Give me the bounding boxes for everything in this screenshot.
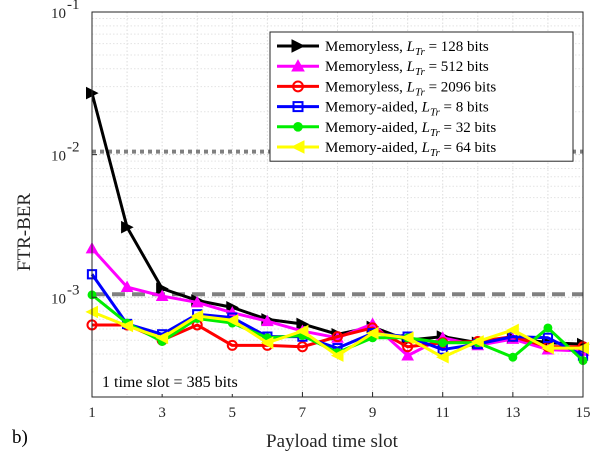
x-tick-label: 5 — [229, 405, 237, 421]
marker-triangle-up — [155, 289, 169, 301]
x-tick-label: 15 — [576, 405, 591, 421]
marker-triangle-left — [225, 313, 239, 327]
marker-square — [542, 332, 554, 343]
marker-triangle-up — [261, 314, 274, 327]
y-tick-label: 10 — [51, 291, 66, 307]
panel-label: b) — [12, 427, 28, 448]
legend-label: Memoryless, LTr = 128 bits — [325, 39, 489, 58]
legend-label: Memoryless, LTr = 2096 bits — [325, 79, 496, 98]
marker-square — [292, 101, 304, 113]
y-tick-exponent: -2 — [67, 140, 80, 156]
marker-circle — [226, 339, 238, 351]
legend-item: Memory-aided, LTr = 32 bits — [277, 120, 496, 139]
marker-triangle-left — [120, 319, 134, 333]
marker-triangle-right — [291, 39, 306, 53]
marker-triangle-left — [471, 335, 484, 348]
annotations: 1 time slot = 385 bits — [94, 368, 300, 394]
marker-triangle-left — [155, 331, 169, 345]
marker-triangle-left — [436, 350, 449, 364]
marker-circle-filled — [508, 352, 518, 362]
y-axis-label: FTR-BER — [14, 193, 35, 271]
annotation-text: 1 time slot = 385 bits — [102, 374, 238, 391]
legend-item: Memory-aided, LTr = 64 bits — [277, 140, 496, 159]
y-tick-label: 10 — [51, 149, 66, 165]
marker-circle — [296, 341, 308, 353]
legend-label: Memory-aided, LTr = 64 bits — [325, 140, 496, 159]
x-tick-label: 9 — [369, 405, 377, 421]
y-tick-exponent: -3 — [67, 282, 80, 298]
legend-label: Memory-aided, LTr = 32 bits — [325, 120, 496, 139]
marker-triangle-up — [120, 280, 134, 292]
x-axis-label: Payload time slot — [266, 431, 399, 452]
marker-triangle-up — [291, 59, 305, 72]
marker-triangle-left — [401, 331, 414, 345]
marker-triangle-left — [295, 324, 309, 338]
marker-circle — [331, 331, 344, 343]
marker-triangle-right — [121, 220, 134, 234]
legend-item: Memoryless, LTr = 2096 bits — [277, 79, 496, 98]
legend-item: Memory-aided, LTr = 8 bits — [277, 100, 489, 119]
marker-triangle-left — [290, 140, 305, 154]
marker-triangle-up — [401, 349, 414, 361]
series — [85, 86, 590, 366]
marker-circle — [292, 80, 304, 93]
legend-item: Memoryless, LTr = 512 bits — [277, 59, 489, 78]
x-tick-label: 11 — [435, 405, 449, 421]
marker-triangle-left — [365, 326, 379, 340]
plot-border — [91, 11, 584, 398]
marker-triangle-left — [260, 336, 274, 350]
marker-circle-filled — [293, 121, 303, 132]
marker-circle-filled — [438, 338, 448, 348]
y-tick-exponent: -1 — [67, 0, 80, 13]
data-series — [85, 305, 589, 364]
legend-label: Memoryless, LTr = 512 bits — [325, 59, 489, 78]
marker-triangle-left — [190, 309, 204, 323]
legend-box — [269, 31, 574, 162]
x-tick-label: 7 — [299, 405, 307, 421]
marker-triangle-left — [330, 349, 344, 362]
marker-circle-filled — [543, 323, 553, 333]
marker-triangle-left — [541, 341, 554, 355]
annotation-box — [94, 368, 300, 394]
legend-label: Memory-aided, LTr = 8 bits — [325, 100, 489, 119]
marker-triangle-left — [506, 323, 519, 337]
x-tick-label: 3 — [158, 405, 166, 421]
legend-item: Memoryless, LTr = 128 bits — [277, 39, 489, 58]
marker-triangle-up — [190, 295, 204, 308]
x-tick-label: 1 — [88, 405, 96, 421]
y-tick-label: 10 — [51, 6, 66, 22]
x-tick-label: 13 — [505, 405, 520, 421]
